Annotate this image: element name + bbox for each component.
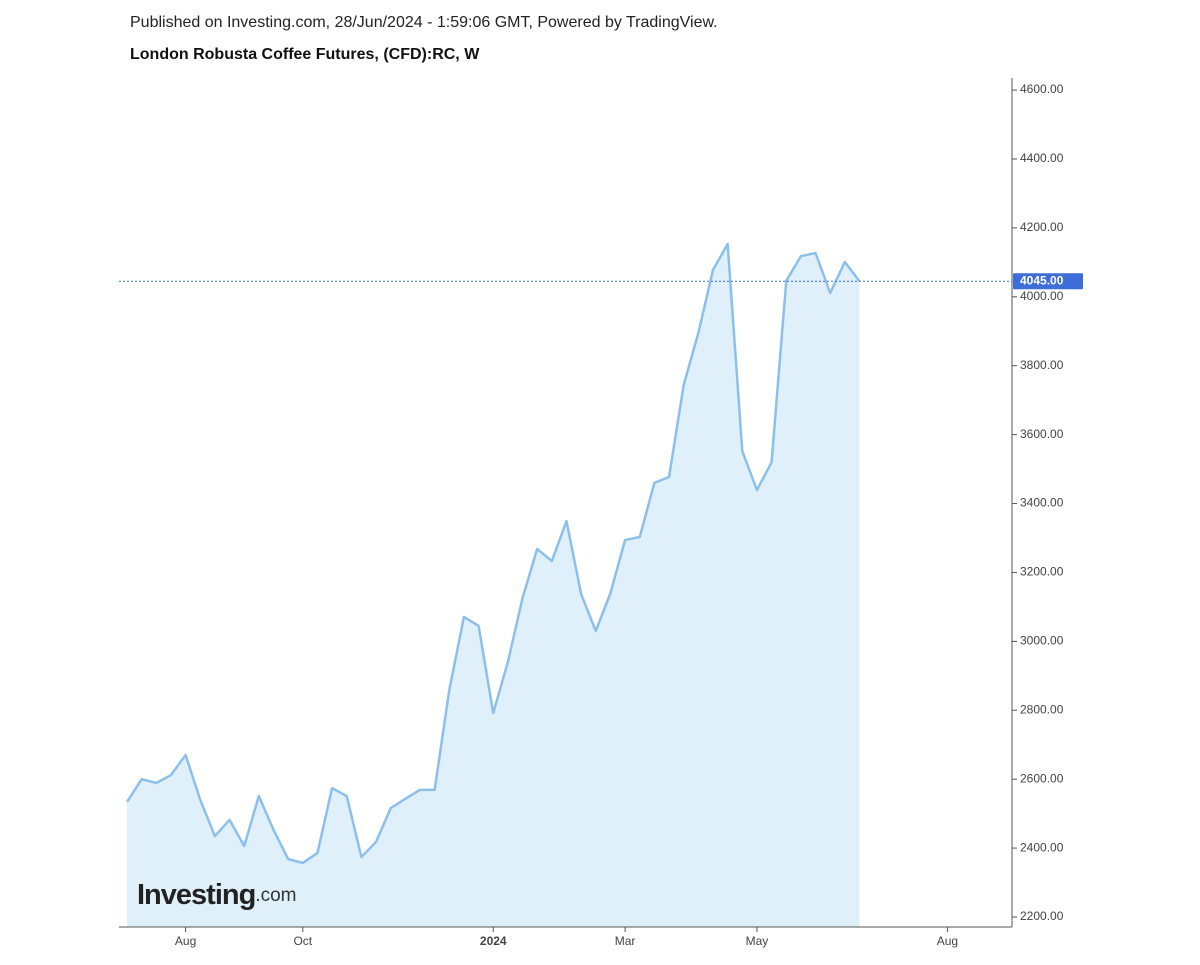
price-line — [125, 242, 861, 865]
x-tick-label: Aug — [937, 934, 958, 948]
x-tick-label: May — [746, 934, 769, 948]
area-fill — [127, 244, 860, 927]
watermark-suffix: .com — [255, 885, 296, 906]
published-note: Published on Investing.com, 28/Jun/2024 … — [130, 14, 718, 31]
y-tick-label: 4200.00 — [1020, 220, 1064, 234]
x-tick-label: Oct — [293, 934, 312, 948]
last-price-label: 4045.00 — [1020, 273, 1064, 287]
y-tick-label: 3000.00 — [1020, 634, 1064, 648]
y-tick-label: 2600.00 — [1020, 771, 1064, 785]
last-price-box — [1013, 273, 1083, 290]
watermark: Investing.com — [137, 879, 297, 911]
chart-title: London Robusta Coffee Futures, (CFD):RC,… — [130, 46, 480, 63]
x-tick-label: Aug — [175, 934, 196, 948]
y-tick-label: 3200.00 — [1020, 565, 1064, 579]
y-tick-label: 3800.00 — [1020, 358, 1064, 372]
y-tick-label: 2800.00 — [1020, 702, 1064, 716]
y-tick-label: 3600.00 — [1020, 427, 1064, 441]
y-tick-label: 4000.00 — [1020, 289, 1064, 303]
y-tick-label: 3400.00 — [1020, 496, 1064, 510]
y-tick-label: 2200.00 — [1020, 909, 1064, 923]
x-tick-label: 2024 — [480, 934, 507, 948]
x-tick-label: Mar — [615, 934, 636, 948]
y-tick-label: 2400.00 — [1020, 840, 1064, 854]
y-tick-label: 4400.00 — [1020, 151, 1064, 165]
watermark-brand: Investing — [137, 879, 255, 911]
y-tick-label: 4600.00 — [1020, 82, 1064, 96]
